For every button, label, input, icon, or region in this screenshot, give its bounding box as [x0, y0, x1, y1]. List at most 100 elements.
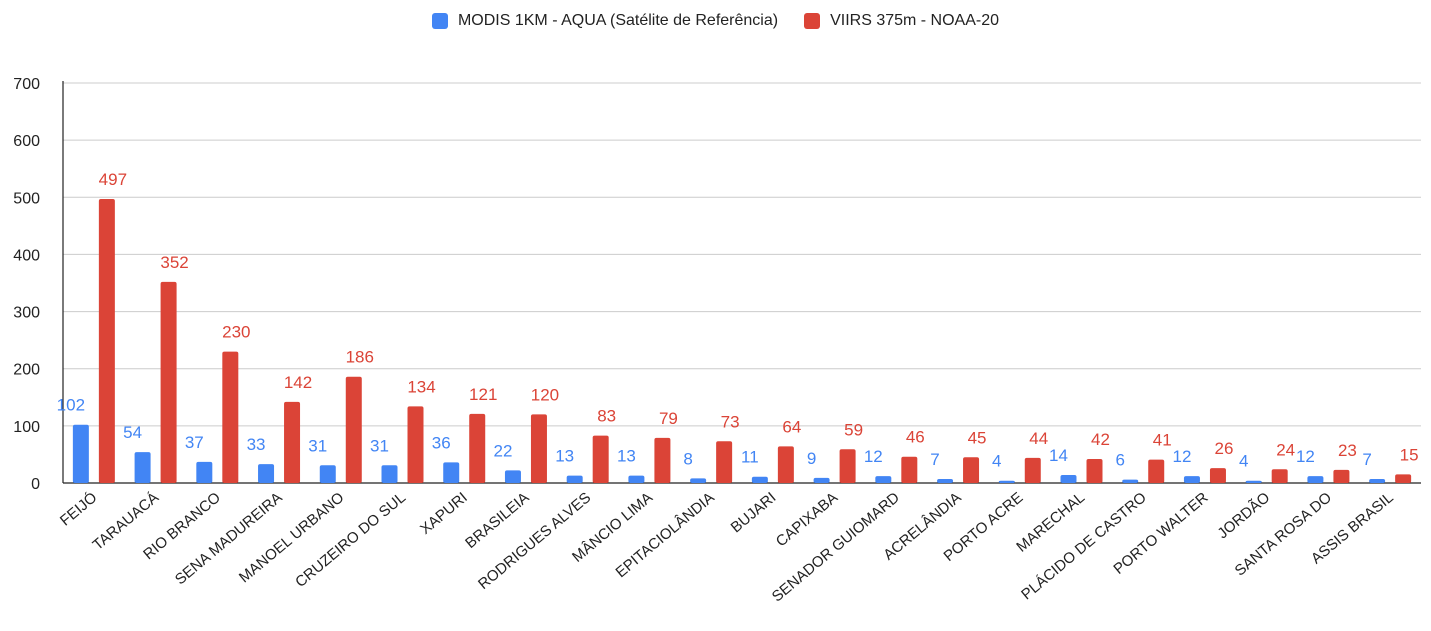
bar-viirs [407, 406, 424, 483]
bar-modis [72, 424, 89, 483]
y-tick-label: 100 [13, 419, 40, 436]
data-label-viirs: 44 [1029, 429, 1048, 448]
bar-viirs [716, 441, 733, 483]
bar-viirs [530, 414, 547, 483]
x-tick-label: BUJARI [728, 489, 780, 536]
y-tick-label: 700 [13, 76, 40, 93]
bar-viirs [839, 449, 856, 483]
x-tick-label: RODRIGUES ALVES [475, 489, 594, 593]
data-label-modis: 22 [493, 441, 512, 460]
bar-modis [1122, 479, 1139, 483]
y-tick-label: 400 [13, 247, 40, 264]
data-label-viirs: 46 [906, 428, 925, 447]
x-tick-label: PLÁCIDO DE CASTRO [1018, 489, 1150, 603]
data-label-viirs: 79 [659, 409, 678, 428]
data-label-modis: 102 [57, 396, 85, 415]
bar-viirs [1024, 457, 1041, 483]
bar-modis [504, 470, 521, 483]
data-label-modis: 36 [432, 433, 451, 452]
data-label-viirs: 23 [1338, 441, 1357, 460]
bars [72, 199, 1412, 483]
bar-modis [258, 464, 275, 483]
bar-modis [566, 475, 583, 483]
x-tick-label: XAPURI [417, 489, 471, 538]
legend-swatch-viirs [804, 13, 821, 29]
y-tick-label: 300 [13, 305, 40, 322]
data-label-modis: 31 [308, 436, 327, 455]
bar-modis [813, 477, 830, 483]
data-label-viirs: 73 [721, 412, 740, 431]
bar-viirs [1271, 469, 1288, 483]
data-label-modis: 33 [247, 435, 266, 454]
bar-modis [998, 480, 1015, 483]
bar-modis [381, 465, 398, 483]
legend-label-modis: MODIS 1KM - AQUA (Satélite de Referência… [457, 12, 779, 29]
bar-viirs [777, 446, 794, 483]
y-tick-label: 500 [13, 190, 40, 207]
bar-viirs [1086, 459, 1103, 483]
data-label-modis: 11 [741, 448, 759, 467]
bar-modis [628, 475, 645, 483]
bar-modis [443, 462, 460, 483]
data-label-modis: 37 [185, 433, 204, 452]
bar-viirs [1395, 474, 1412, 483]
data-label-viirs: 186 [346, 348, 374, 367]
data-label-viirs: 230 [222, 323, 250, 342]
bar-viirs [592, 435, 609, 483]
bar-modis [751, 476, 768, 483]
bar-modis [1245, 480, 1262, 483]
data-label-modis: 4 [1239, 452, 1248, 471]
data-label-viirs: 24 [1276, 440, 1295, 459]
data-label-modis: 13 [555, 447, 574, 466]
y-tick-label: 0 [31, 476, 40, 493]
data-label-viirs: 120 [531, 385, 559, 404]
data-labels: 1024975435237230331423118631134361212212… [57, 170, 1419, 471]
data-label-modis: 54 [123, 423, 142, 442]
y-tick-label: 600 [13, 133, 40, 150]
data-label-viirs: 45 [968, 428, 987, 447]
gridlines [63, 82, 1421, 427]
bar-viirs [98, 199, 115, 483]
data-label-viirs: 121 [469, 385, 497, 404]
bar-viirs [963, 457, 980, 483]
bar-modis [319, 465, 336, 483]
data-label-viirs: 142 [284, 373, 312, 392]
data-label-viirs: 83 [597, 407, 616, 426]
bar-modis [196, 461, 213, 483]
bar-modis [690, 478, 707, 483]
data-label-viirs: 26 [1214, 439, 1233, 458]
data-label-modis: 4 [992, 452, 1001, 471]
bar-viirs [1209, 468, 1226, 483]
bar-viirs [1148, 459, 1165, 483]
x-tick-label: MANOEL URBANO [236, 489, 347, 586]
x-tick-label: SENA MADUREIRA [172, 489, 286, 588]
x-tick-label: CRUZEIRO DO SUL [292, 489, 409, 591]
data-label-modis: 8 [683, 449, 692, 468]
x-tick-label: FEIJÓ [57, 489, 100, 529]
data-label-viirs: 352 [160, 253, 188, 272]
data-label-viirs: 41 [1153, 431, 1172, 450]
legend-swatch-modis [431, 13, 448, 29]
data-label-modis: 12 [1172, 447, 1191, 466]
bar-modis [1369, 479, 1386, 483]
x-tick-label: JORDÃO [1214, 489, 1273, 542]
bar-viirs [222, 351, 239, 483]
bar-modis [1307, 476, 1324, 483]
data-label-modis: 12 [1296, 447, 1315, 466]
data-label-modis: 7 [1362, 450, 1371, 469]
data-label-viirs: 15 [1400, 445, 1419, 464]
bar-viirs [160, 281, 177, 483]
data-label-modis: 14 [1049, 446, 1068, 465]
bar-modis [134, 452, 151, 483]
data-label-viirs: 64 [782, 417, 801, 436]
bar-viirs [901, 456, 918, 483]
bar-viirs [284, 401, 301, 483]
legend-item-modis: MODIS 1KM - AQUA (Satélite de Referência… [431, 12, 779, 30]
data-label-modis: 7 [930, 450, 939, 469]
data-label-modis: 9 [807, 449, 816, 468]
data-label-viirs: 42 [1091, 430, 1110, 449]
data-label-viirs: 497 [99, 170, 127, 189]
y-tick-label: 200 [13, 362, 40, 379]
